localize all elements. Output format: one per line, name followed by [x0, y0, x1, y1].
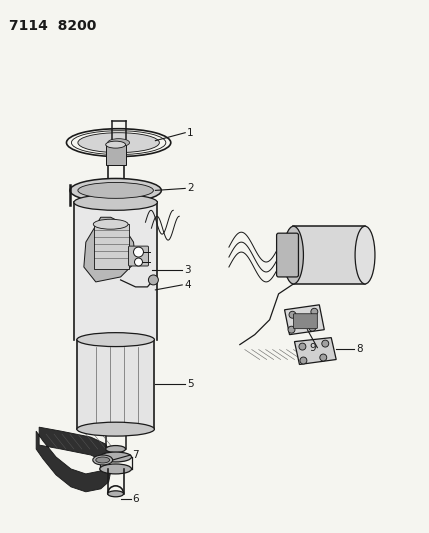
Polygon shape — [84, 217, 136, 282]
Ellipse shape — [106, 446, 126, 453]
Text: 7: 7 — [133, 450, 139, 460]
Bar — [75, 205, 157, 340]
Ellipse shape — [108, 491, 124, 497]
Ellipse shape — [106, 141, 126, 148]
Text: 2: 2 — [187, 183, 194, 193]
Text: 7114  8200: 7114 8200 — [9, 19, 97, 33]
Circle shape — [288, 326, 295, 333]
Text: 8: 8 — [356, 344, 363, 353]
Circle shape — [309, 324, 316, 331]
Ellipse shape — [77, 422, 154, 436]
Ellipse shape — [100, 452, 132, 462]
FancyBboxPatch shape — [129, 246, 148, 266]
Circle shape — [148, 275, 158, 285]
Polygon shape — [36, 427, 111, 492]
Text: 9: 9 — [309, 343, 316, 352]
Ellipse shape — [355, 226, 375, 284]
Ellipse shape — [93, 455, 113, 465]
Text: 6: 6 — [133, 494, 139, 504]
Text: 1: 1 — [187, 128, 194, 138]
Circle shape — [135, 258, 142, 266]
Ellipse shape — [108, 139, 130, 147]
Ellipse shape — [284, 226, 303, 284]
Circle shape — [311, 308, 318, 315]
Text: 5: 5 — [187, 379, 194, 390]
FancyBboxPatch shape — [277, 233, 299, 277]
Text: 3: 3 — [184, 265, 191, 275]
Bar — [293, 226, 365, 284]
Text: 4: 4 — [184, 280, 191, 290]
Ellipse shape — [78, 133, 159, 152]
Ellipse shape — [100, 464, 132, 474]
Polygon shape — [294, 337, 336, 365]
Bar — [78, 340, 154, 429]
Circle shape — [299, 343, 306, 350]
Circle shape — [133, 247, 143, 257]
Ellipse shape — [74, 195, 157, 211]
Ellipse shape — [78, 182, 154, 198]
Ellipse shape — [70, 179, 161, 203]
FancyBboxPatch shape — [293, 314, 317, 329]
Bar — [94, 224, 129, 269]
Circle shape — [300, 357, 307, 364]
Bar — [106, 144, 126, 165]
Circle shape — [289, 311, 296, 318]
Ellipse shape — [93, 219, 128, 229]
Circle shape — [322, 340, 329, 347]
Ellipse shape — [96, 457, 110, 463]
Polygon shape — [284, 305, 324, 335]
Circle shape — [320, 354, 327, 361]
Ellipse shape — [77, 333, 154, 346]
